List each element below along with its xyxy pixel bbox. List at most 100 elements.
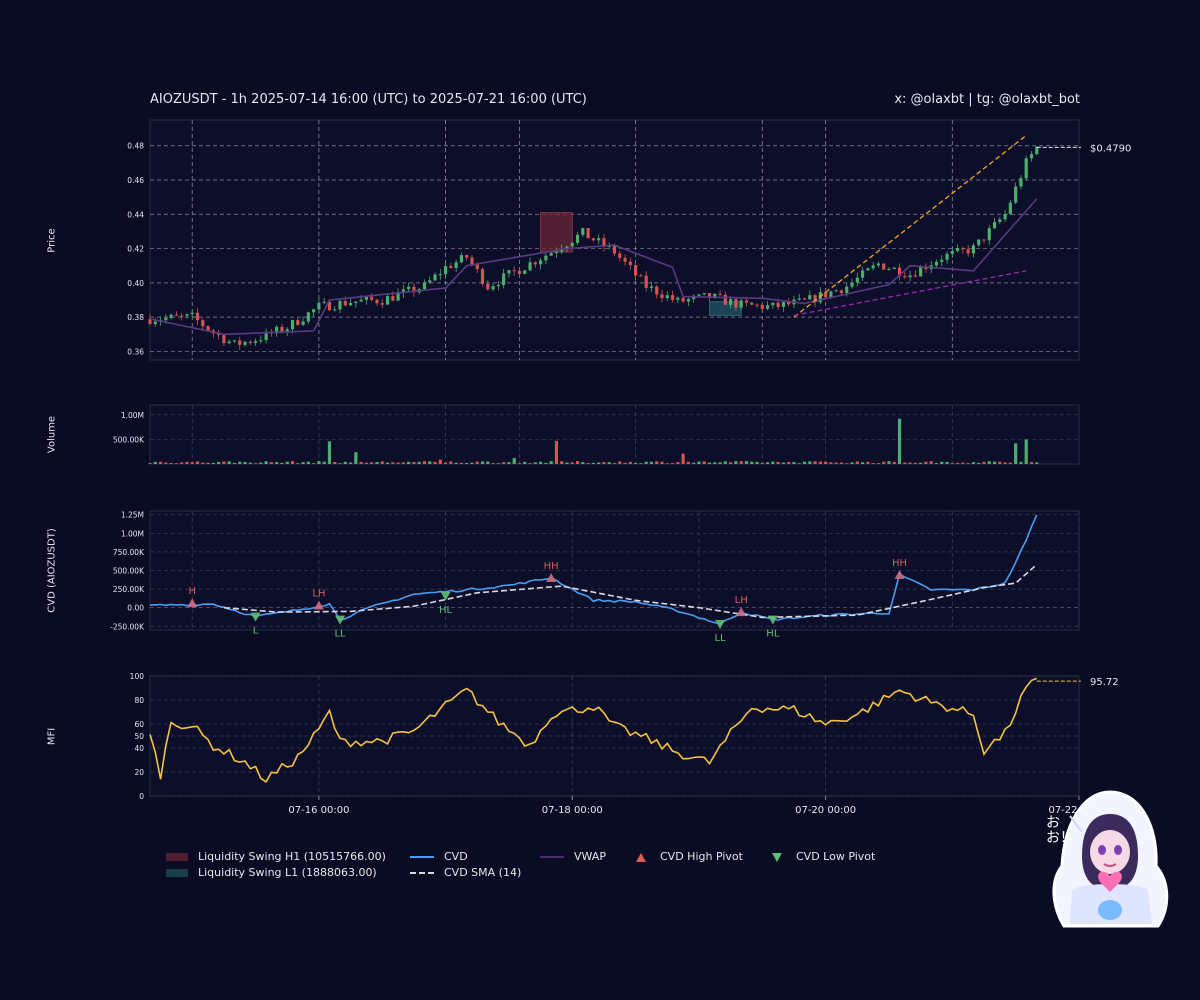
candle-body	[190, 312, 194, 315]
volume-bar	[612, 463, 617, 464]
candle-body	[887, 268, 891, 270]
volume-bar	[665, 463, 669, 464]
candle-body	[222, 334, 226, 344]
cvd-pivot-label: LH	[735, 595, 748, 606]
volume-bar	[755, 461, 759, 464]
candle-body	[164, 317, 168, 321]
volume-bar	[290, 461, 295, 464]
volume-bar	[644, 461, 648, 464]
volume-bar	[560, 461, 564, 464]
volume-bar	[491, 463, 495, 464]
volume-bar	[359, 461, 363, 464]
volume-bar	[248, 462, 252, 464]
candle-body	[644, 275, 648, 288]
volume-bar	[987, 461, 991, 464]
volume-bar	[686, 461, 690, 464]
mfi-last-value-label: 95.72	[1090, 677, 1119, 688]
volume-bar	[966, 463, 970, 464]
volume-bar	[992, 461, 997, 464]
volume-bar	[370, 462, 374, 464]
cvd-sma-line	[223, 563, 1038, 619]
volume-bar	[354, 452, 358, 464]
candle-body	[454, 262, 458, 268]
mfi-ytick-label: 60	[134, 720, 144, 729]
candle-body	[787, 302, 791, 305]
mfi-ytick-label: 0	[139, 792, 144, 801]
candle-body	[744, 300, 749, 303]
candle-body	[639, 275, 643, 277]
volume-bar	[528, 463, 532, 464]
volume-bar	[475, 461, 479, 464]
candle-body	[992, 221, 997, 229]
volume-bar	[180, 462, 184, 464]
candle-body	[433, 274, 437, 281]
volume-bar	[602, 462, 606, 464]
candle-body	[1014, 186, 1018, 203]
candle-body	[718, 293, 722, 295]
candle-body	[264, 331, 268, 341]
candle-body	[797, 298, 801, 300]
candle-body	[491, 286, 495, 290]
volume-bar	[876, 463, 881, 464]
candle-body	[306, 312, 310, 322]
candle-body	[739, 300, 743, 308]
volume-bar	[618, 461, 622, 464]
candle-body	[940, 259, 944, 262]
candle-body	[734, 299, 738, 308]
volume-bar	[575, 461, 580, 464]
volume-bar	[887, 461, 891, 464]
cvd-high-pivot-marker	[894, 569, 905, 579]
candle-body	[855, 277, 859, 283]
volume-bar	[195, 461, 200, 464]
volume-bar	[222, 461, 226, 464]
last-price-label: $0.4790	[1090, 143, 1131, 154]
price-panel-frame	[149, 119, 1080, 361]
candle-body	[924, 267, 928, 270]
candle-body	[364, 296, 368, 300]
volume-bar	[861, 462, 865, 464]
candle-body	[781, 302, 785, 307]
candle-body	[539, 260, 543, 265]
volume-bar	[982, 461, 986, 464]
volume-bar	[206, 462, 210, 464]
volume-bar	[681, 453, 685, 464]
volume-bar	[148, 463, 152, 464]
volume-bar	[496, 463, 500, 464]
cvd-ytick-label: 250.00K	[113, 585, 145, 594]
volume-bar	[201, 462, 205, 464]
candle-body	[628, 261, 632, 266]
candle-body	[961, 248, 965, 250]
candle-body	[808, 295, 812, 300]
candle-body	[697, 294, 701, 296]
candle-body	[987, 228, 991, 241]
volume-bar	[275, 462, 279, 464]
legend-cvd: CVD	[410, 849, 468, 865]
candle-body	[771, 302, 775, 306]
volume-bar	[586, 463, 590, 464]
mascot-sticker: おお！	[1042, 786, 1182, 934]
volume-bar	[750, 461, 754, 464]
candle-body	[834, 290, 838, 292]
volume-bar	[269, 462, 273, 464]
volume-bar	[190, 462, 194, 464]
volume-bar	[523, 461, 527, 464]
volume-bar	[771, 461, 775, 464]
candle-body	[765, 305, 770, 309]
mfi-line	[149, 677, 1038, 783]
candle-body	[971, 245, 976, 254]
mfi-ytick-label: 100	[130, 672, 145, 681]
candle-body	[623, 257, 627, 262]
candle-body	[544, 255, 548, 261]
volume-bar	[533, 462, 537, 464]
candle-body	[380, 303, 384, 305]
volume-ytick-label: 500.00K	[113, 435, 145, 444]
candle-body	[253, 341, 258, 343]
legend-swing-low: Liquidity Swing L1 (1888063.00)	[166, 865, 377, 881]
volume-bar	[845, 463, 849, 464]
volume-bar	[855, 461, 859, 464]
candle-body	[227, 341, 231, 344]
cvd-low-pivot-marker	[440, 591, 451, 601]
candle-body	[243, 341, 247, 345]
volume-bar	[480, 461, 485, 464]
candle-body	[285, 329, 289, 332]
